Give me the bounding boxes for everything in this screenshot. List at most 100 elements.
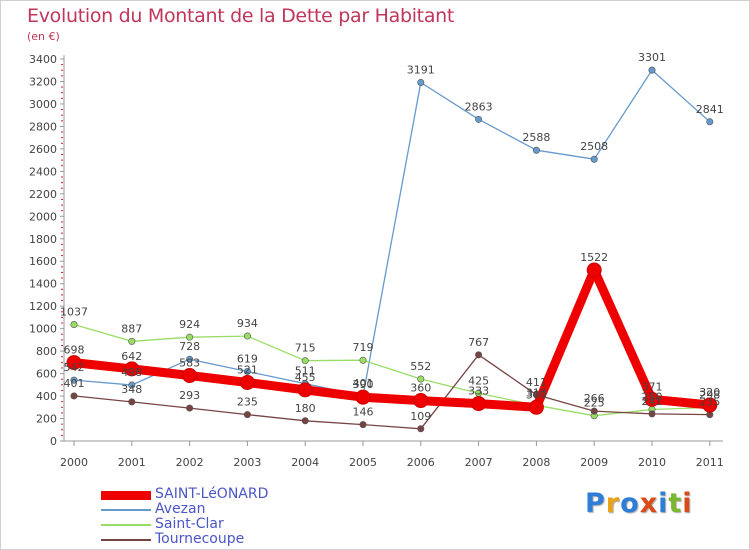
series-point-3 <box>417 425 425 433</box>
series-point-2 <box>128 337 136 345</box>
series-line-1 <box>73 69 711 397</box>
series-point-0 <box>413 393 429 409</box>
x-tick-label: 2006 <box>407 456 435 469</box>
data-label: 719 <box>353 341 374 354</box>
data-label: 2841 <box>696 103 724 116</box>
series-point-0 <box>702 397 718 413</box>
data-label: 300 <box>526 388 547 401</box>
legend-swatch <box>101 524 151 526</box>
data-label: 1522 <box>580 251 608 264</box>
series-point-0 <box>124 361 140 377</box>
y-tick-label: 1000 <box>29 323 57 336</box>
data-label: 2508 <box>580 140 608 153</box>
data-label: 280 <box>642 391 663 404</box>
series-point-0 <box>66 355 82 371</box>
data-label: 3301 <box>638 51 666 64</box>
y-tick-label: 2000 <box>29 210 57 223</box>
data-label: 333 <box>468 385 489 398</box>
series-line-3 <box>73 354 711 430</box>
series-point-1 <box>417 78 425 86</box>
series-point-0 <box>528 399 544 415</box>
series-point-0 <box>586 262 602 278</box>
data-label: 728 <box>179 340 200 353</box>
x-tick-label: 2001 <box>118 456 146 469</box>
data-label: 348 <box>121 383 142 396</box>
y-tick-label: 1200 <box>29 300 57 313</box>
data-label: 3191 <box>407 63 435 76</box>
data-label: 425 <box>468 374 489 387</box>
data-label: 2863 <box>465 100 493 113</box>
chart-title: Evolution du Montant de la Dette par Hab… <box>27 5 455 27</box>
legend-label: Saint-Clar <box>155 516 224 532</box>
series-point-1 <box>128 381 136 389</box>
series-point-2 <box>243 332 251 340</box>
chart-unit-label: (en €) <box>27 30 60 43</box>
y-tick-label: 600 <box>36 368 57 381</box>
legend-swatch <box>101 539 151 541</box>
x-tick-label: 2010 <box>638 456 666 469</box>
data-label: 109 <box>410 410 431 423</box>
series-point-3 <box>243 411 251 419</box>
data-label: 642 <box>121 350 142 363</box>
x-tick-label: 2011 <box>696 456 724 469</box>
legend-swatch <box>101 491 151 500</box>
data-label: 401 <box>353 377 374 390</box>
data-label: 924 <box>179 318 200 331</box>
series-point-1 <box>532 146 540 154</box>
data-label: 455 <box>295 371 316 384</box>
series-point-1 <box>590 155 598 163</box>
data-label: 293 <box>179 389 200 402</box>
data-label: 511 <box>295 365 316 378</box>
data-label: 1037 <box>60 305 88 318</box>
series-point-0 <box>644 391 660 407</box>
series-point-3 <box>648 410 656 418</box>
data-label: 360 <box>410 382 431 395</box>
data-label: 411 <box>526 376 547 389</box>
y-tick-label: 400 <box>36 390 57 403</box>
x-tick-label: 2009 <box>580 456 608 469</box>
legend-label: SAINT-LéONARD <box>155 486 269 502</box>
legend-label: Avezan <box>155 501 206 517</box>
y-tick-label: 2600 <box>29 143 57 156</box>
series-point-1 <box>186 355 194 363</box>
data-label: 225 <box>584 397 605 410</box>
series-point-2 <box>359 356 367 364</box>
x-tick-label: 2008 <box>522 456 550 469</box>
series-point-0 <box>297 382 313 398</box>
x-tick-label: 2003 <box>233 456 261 469</box>
data-label: 715 <box>295 342 316 355</box>
data-label: 298 <box>699 389 720 402</box>
legend-label: Tournecoupe <box>155 531 245 547</box>
data-label: 146 <box>353 406 374 419</box>
y-tick-label: 3200 <box>29 75 57 88</box>
series-point-3 <box>186 404 194 412</box>
series-point-1 <box>70 376 78 384</box>
y-tick-label: 1400 <box>29 278 57 291</box>
data-label: 698 <box>64 344 85 357</box>
data-label: 619 <box>237 352 258 365</box>
data-label: 887 <box>121 322 142 335</box>
series-point-3 <box>590 407 598 415</box>
x-tick-label: 2000 <box>60 456 88 469</box>
data-label: 235 <box>237 396 258 409</box>
data-label: 371 <box>642 380 663 393</box>
y-tick-label: 3000 <box>29 98 57 111</box>
series-point-3 <box>359 421 367 429</box>
series-point-0 <box>239 374 255 390</box>
y-tick-label: 200 <box>36 413 57 426</box>
x-tick-label: 2005 <box>349 456 377 469</box>
data-label: 235 <box>699 396 720 409</box>
x-tick-label: 2002 <box>176 456 204 469</box>
series-point-2 <box>301 357 309 365</box>
data-label: 552 <box>410 360 431 373</box>
proxiti-logo: Proxiti <box>585 488 693 519</box>
series-point-0 <box>471 396 487 412</box>
data-label: 241 <box>642 395 663 408</box>
data-label: 318 <box>526 386 547 399</box>
series-line-0 <box>69 265 715 412</box>
data-label: 266 <box>584 392 605 405</box>
data-label: 320 <box>699 386 720 399</box>
data-label: 767 <box>468 336 489 349</box>
